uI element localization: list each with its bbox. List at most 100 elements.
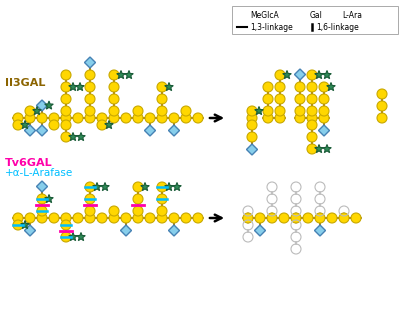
Circle shape [133, 213, 143, 223]
Polygon shape [168, 125, 180, 136]
Polygon shape [45, 101, 53, 109]
Circle shape [295, 113, 305, 123]
Polygon shape [117, 70, 125, 79]
Polygon shape [323, 145, 331, 153]
Circle shape [97, 113, 107, 123]
Circle shape [307, 106, 317, 116]
Circle shape [157, 106, 167, 116]
Circle shape [73, 113, 83, 123]
Circle shape [61, 132, 71, 142]
Circle shape [61, 232, 71, 242]
Polygon shape [315, 70, 323, 79]
Circle shape [109, 106, 119, 116]
Polygon shape [294, 69, 306, 80]
Circle shape [275, 113, 285, 123]
Circle shape [307, 113, 317, 123]
Polygon shape [76, 83, 84, 91]
Circle shape [319, 94, 329, 104]
Polygon shape [105, 121, 113, 129]
Polygon shape [36, 181, 48, 192]
Polygon shape [144, 125, 156, 136]
Circle shape [307, 120, 317, 130]
Polygon shape [24, 125, 36, 136]
Circle shape [25, 106, 35, 116]
Polygon shape [33, 106, 41, 115]
Circle shape [85, 213, 95, 223]
Polygon shape [101, 182, 109, 191]
Text: Tv6GAL: Tv6GAL [5, 158, 53, 168]
Circle shape [13, 113, 23, 123]
Circle shape [351, 213, 361, 223]
Polygon shape [165, 83, 173, 91]
Circle shape [181, 213, 191, 223]
Circle shape [85, 82, 95, 92]
Polygon shape [77, 132, 85, 141]
Circle shape [275, 70, 285, 80]
Circle shape [157, 206, 167, 216]
Circle shape [181, 106, 191, 116]
Circle shape [157, 213, 167, 223]
Polygon shape [327, 83, 335, 91]
Circle shape [49, 113, 59, 123]
Circle shape [291, 213, 301, 223]
Circle shape [85, 94, 95, 104]
Circle shape [121, 113, 131, 123]
Circle shape [109, 206, 119, 216]
Circle shape [377, 89, 387, 99]
Polygon shape [69, 132, 77, 141]
Circle shape [263, 82, 273, 92]
Polygon shape [93, 182, 101, 191]
Circle shape [275, 106, 285, 116]
Circle shape [37, 206, 47, 216]
Polygon shape [77, 233, 85, 241]
Circle shape [37, 213, 47, 223]
Circle shape [169, 113, 179, 123]
Circle shape [61, 106, 71, 116]
Circle shape [169, 213, 179, 223]
Circle shape [193, 113, 203, 123]
Circle shape [85, 106, 95, 116]
Polygon shape [255, 106, 263, 115]
Circle shape [157, 94, 167, 104]
Circle shape [263, 106, 273, 116]
Circle shape [247, 113, 257, 123]
Polygon shape [45, 194, 53, 203]
Circle shape [145, 113, 155, 123]
Polygon shape [69, 233, 77, 241]
Polygon shape [173, 182, 181, 191]
Circle shape [61, 70, 71, 80]
Circle shape [243, 213, 253, 223]
Polygon shape [36, 125, 48, 136]
Circle shape [109, 70, 119, 80]
Circle shape [133, 206, 143, 216]
Polygon shape [69, 83, 77, 91]
Circle shape [133, 113, 143, 123]
Circle shape [145, 213, 155, 223]
Circle shape [25, 213, 35, 223]
Circle shape [13, 213, 23, 223]
Circle shape [157, 194, 167, 204]
Circle shape [109, 213, 119, 223]
Circle shape [319, 113, 329, 123]
Circle shape [247, 106, 257, 116]
Circle shape [307, 94, 317, 104]
Circle shape [275, 82, 285, 92]
Circle shape [85, 113, 95, 123]
Circle shape [319, 106, 329, 116]
Circle shape [307, 144, 317, 154]
Text: +α-L-Arafase: +α-L-Arafase [5, 168, 73, 178]
Circle shape [303, 213, 313, 223]
Circle shape [279, 213, 289, 223]
Polygon shape [21, 220, 29, 228]
Circle shape [85, 194, 95, 204]
Polygon shape [168, 225, 180, 236]
Circle shape [109, 94, 119, 104]
Polygon shape [36, 100, 48, 111]
Circle shape [133, 194, 143, 204]
Polygon shape [314, 225, 326, 236]
Text: 1,3-linkage: 1,3-linkage [250, 23, 293, 32]
Circle shape [61, 213, 71, 223]
Circle shape [263, 113, 273, 123]
Polygon shape [283, 70, 291, 79]
Polygon shape [318, 125, 330, 136]
